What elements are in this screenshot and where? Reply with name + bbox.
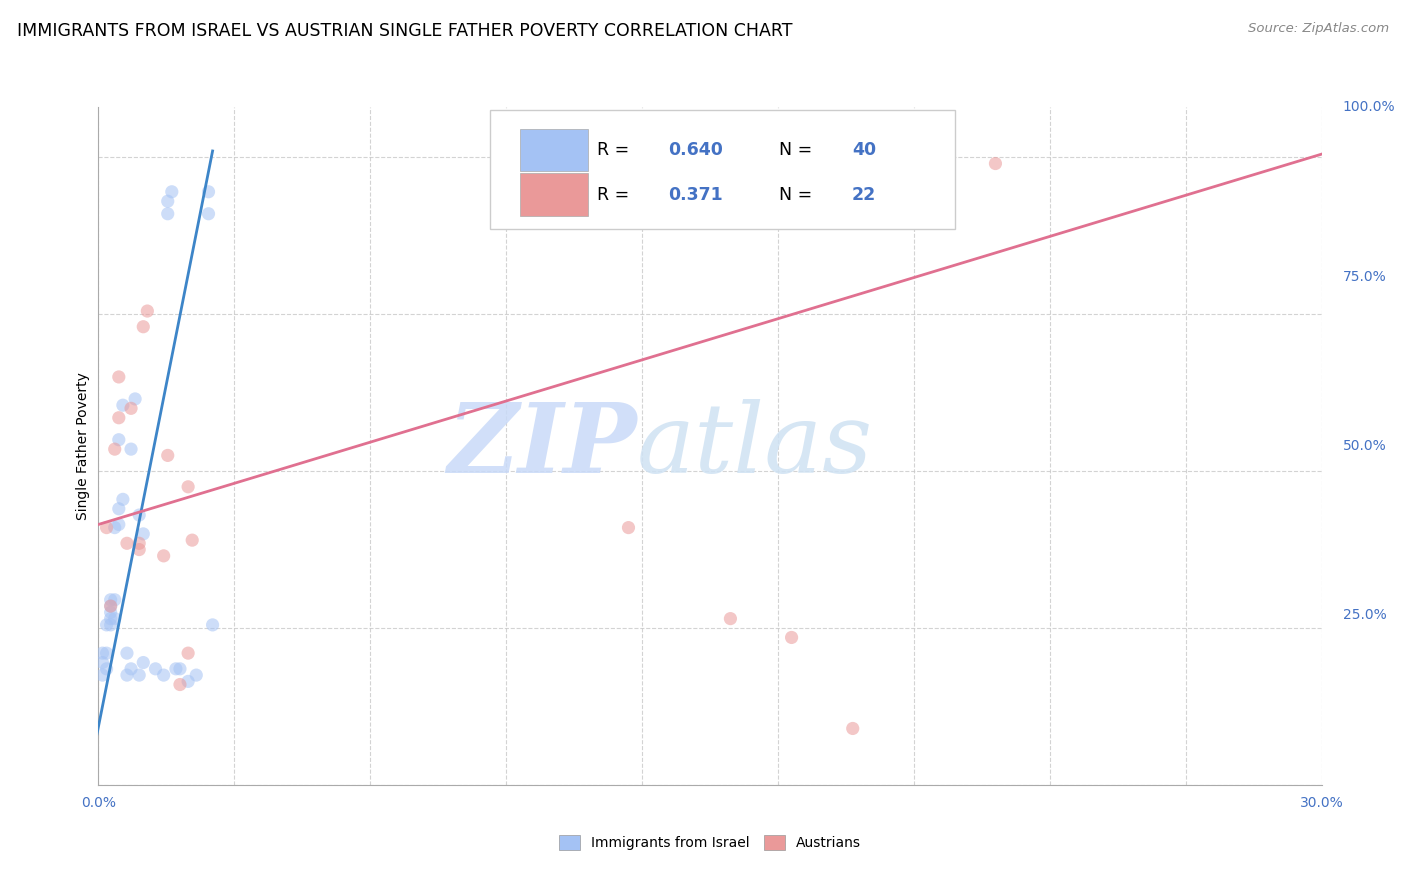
Point — [91, 668, 114, 682]
Point — [100, 599, 122, 613]
Point — [156, 207, 179, 221]
Point — [115, 668, 138, 682]
Point — [128, 536, 150, 550]
Point — [111, 492, 134, 507]
Point — [132, 319, 155, 334]
Point — [177, 674, 200, 689]
Point — [718, 612, 742, 626]
Point — [177, 646, 200, 660]
Point — [132, 656, 155, 670]
FancyBboxPatch shape — [520, 173, 588, 216]
Point — [120, 442, 142, 457]
Point — [120, 662, 142, 676]
Point — [104, 612, 127, 626]
Point — [201, 618, 224, 632]
Point — [984, 156, 1007, 170]
Text: 25.0%: 25.0% — [1343, 608, 1386, 623]
Point — [108, 501, 131, 516]
Point — [115, 536, 138, 550]
Text: atlas: atlas — [637, 399, 873, 493]
Point — [120, 401, 142, 416]
Point — [104, 442, 127, 457]
Point — [177, 480, 200, 494]
Y-axis label: Single Father Poverty: Single Father Poverty — [76, 372, 90, 520]
Point — [128, 542, 150, 557]
Text: 50.0%: 50.0% — [1343, 439, 1386, 453]
Point — [780, 631, 803, 645]
Point — [108, 517, 131, 532]
Text: ZIP: ZIP — [447, 399, 637, 493]
Point — [111, 398, 134, 412]
Text: 22: 22 — [852, 186, 876, 204]
Point — [96, 662, 118, 676]
Text: R =: R = — [598, 186, 641, 204]
Text: Source: ZipAtlas.com: Source: ZipAtlas.com — [1249, 22, 1389, 36]
Point — [124, 392, 146, 406]
Point — [156, 449, 179, 463]
Point — [136, 304, 159, 318]
Point — [181, 533, 204, 548]
Point — [617, 520, 640, 534]
Point — [156, 194, 179, 209]
Text: R =: R = — [598, 142, 636, 160]
Point — [104, 520, 127, 534]
Text: 75.0%: 75.0% — [1343, 269, 1386, 284]
Text: IMMIGRANTS FROM ISRAEL VS AUSTRIAN SINGLE FATHER POVERTY CORRELATION CHART: IMMIGRANTS FROM ISRAEL VS AUSTRIAN SINGL… — [17, 22, 793, 40]
Point — [96, 618, 118, 632]
Point — [100, 618, 122, 632]
Text: N =: N = — [779, 186, 817, 204]
Point — [108, 433, 131, 447]
Point — [160, 185, 183, 199]
Point — [169, 662, 191, 676]
Point — [132, 527, 155, 541]
Point — [128, 508, 150, 522]
Point — [128, 668, 150, 682]
Point — [841, 722, 863, 736]
Point — [108, 370, 131, 384]
Point — [100, 612, 122, 626]
Point — [100, 599, 122, 613]
Point — [91, 646, 114, 660]
Point — [104, 592, 127, 607]
Point — [165, 662, 187, 676]
Point — [152, 668, 174, 682]
Point — [96, 520, 118, 534]
FancyBboxPatch shape — [489, 111, 955, 229]
Text: 0.640: 0.640 — [668, 142, 723, 160]
Point — [108, 410, 131, 425]
Point — [186, 668, 208, 682]
Point — [145, 662, 167, 676]
Point — [169, 677, 191, 691]
Point — [91, 656, 114, 670]
Point — [197, 207, 219, 221]
FancyBboxPatch shape — [520, 129, 588, 171]
Point — [115, 646, 138, 660]
Point — [100, 605, 122, 619]
Point — [96, 646, 118, 660]
Text: 100.0%: 100.0% — [1343, 100, 1395, 114]
Text: 0.0%: 0.0% — [82, 797, 115, 810]
Point — [152, 549, 174, 563]
Legend: Immigrants from Israel, Austrians: Immigrants from Israel, Austrians — [554, 830, 866, 856]
Text: 30.0%: 30.0% — [1299, 797, 1344, 810]
Text: 0.371: 0.371 — [668, 186, 723, 204]
Text: 40: 40 — [852, 142, 876, 160]
Point — [100, 592, 122, 607]
Point — [197, 185, 219, 199]
Text: N =: N = — [779, 142, 817, 160]
